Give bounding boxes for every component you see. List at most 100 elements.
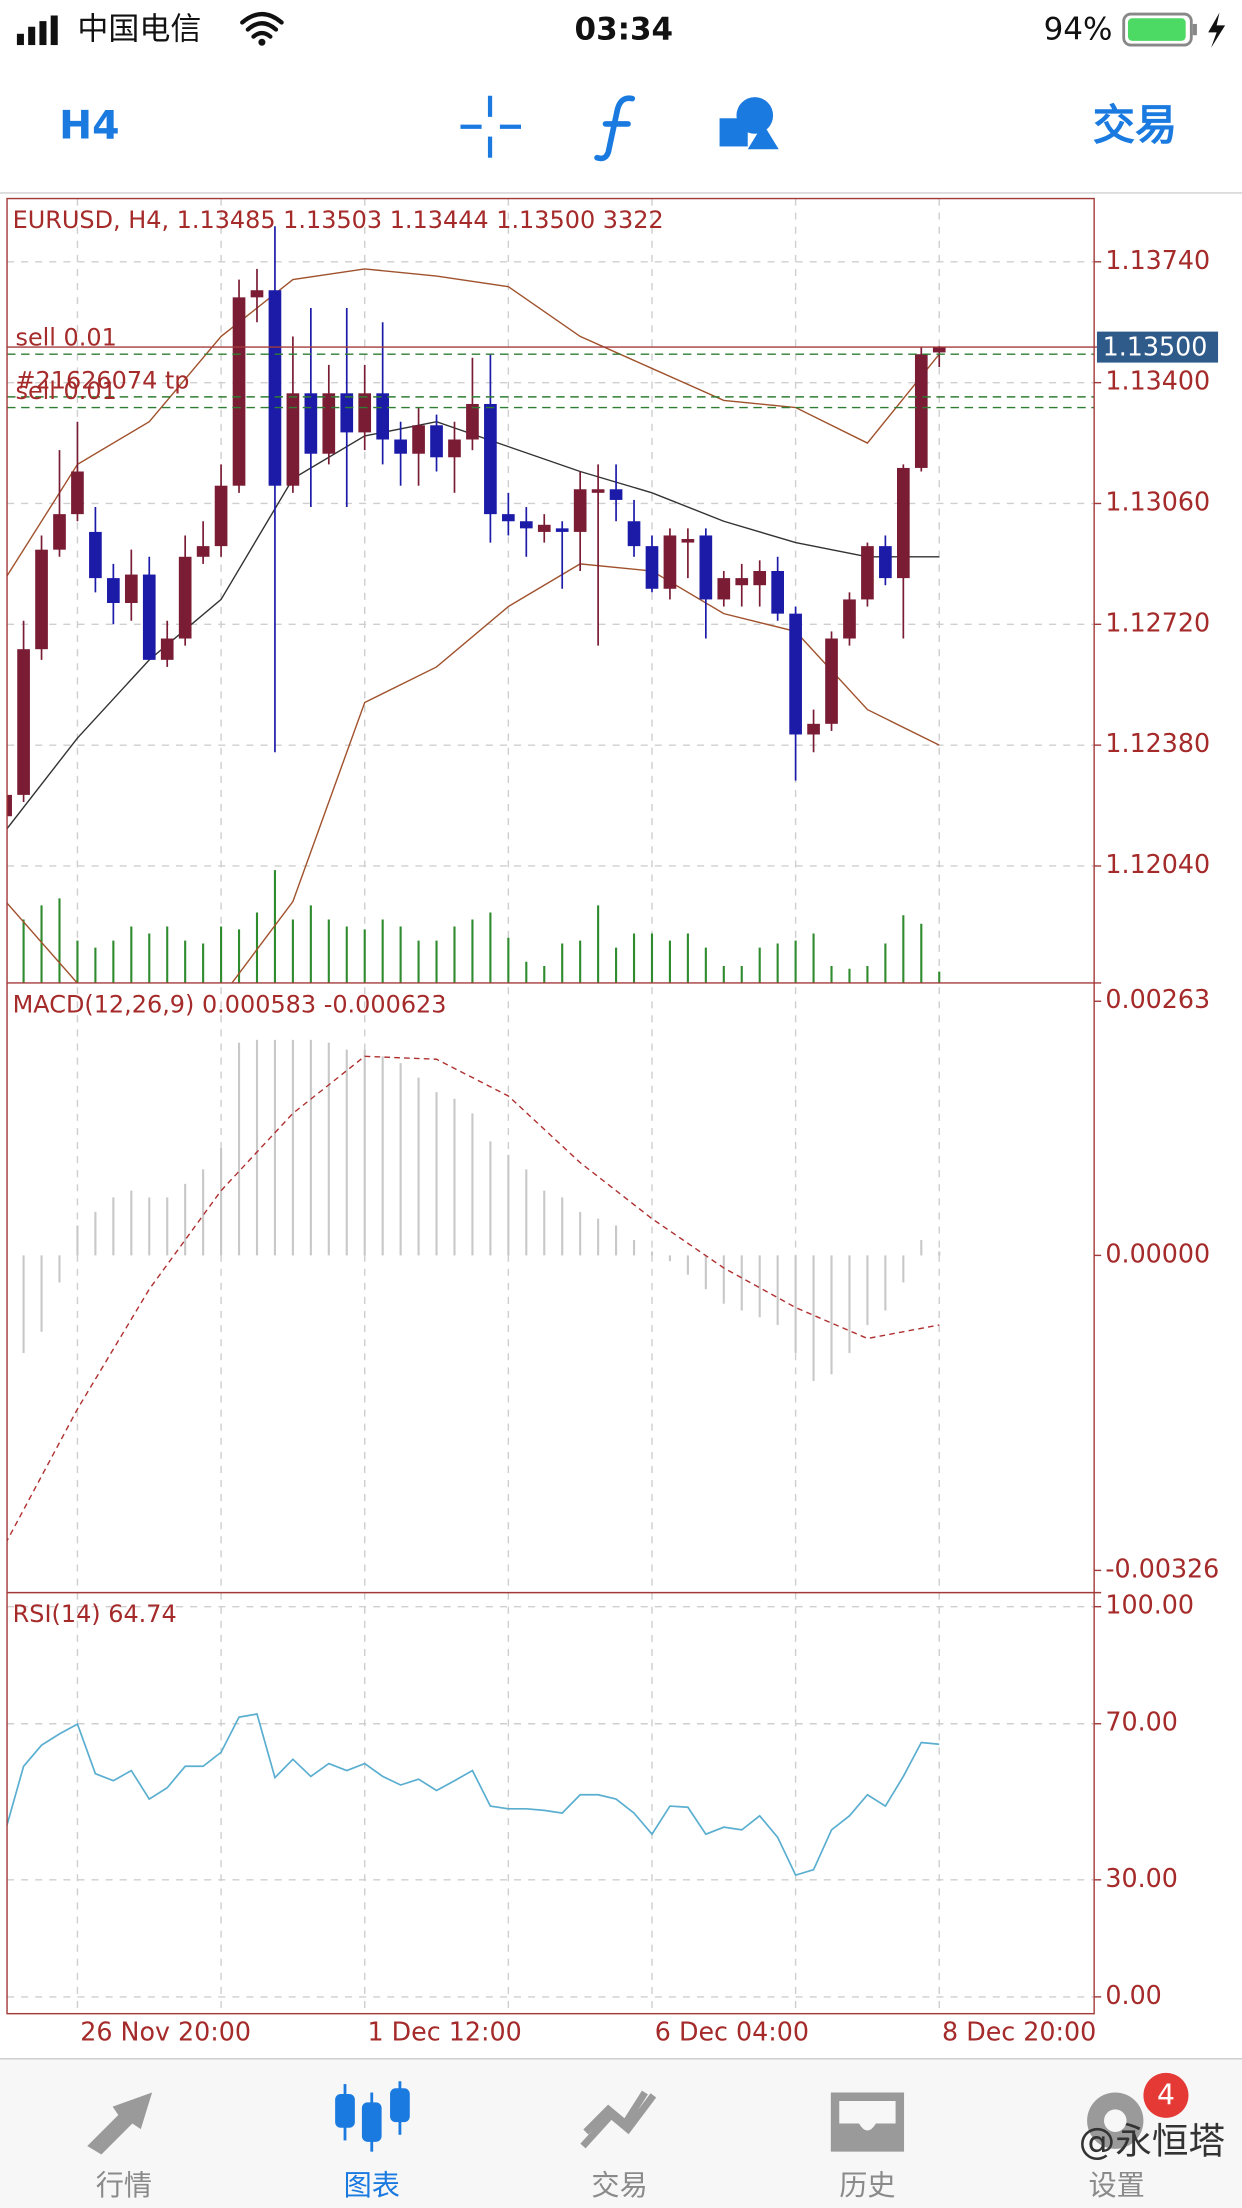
candle-body [466,403,479,440]
candle-body [609,489,623,500]
trade-icon [580,2090,657,2149]
y-tick-label: 70.00 [1105,1707,1178,1737]
candle-body [430,425,443,458]
badge [1143,2072,1189,2118]
clock: 03:34 [575,11,674,47]
x-tick-label: 1 Dec 12:00 [368,2016,522,2046]
candle-body [448,439,461,458]
battery-level [1127,18,1186,41]
candle-body [789,613,802,735]
candle-body [753,571,767,586]
rsi-line [7,1713,940,1877]
candle-body [807,723,820,735]
candle-body [771,571,784,614]
quotes-icon [87,2092,153,2155]
tab-label[interactable]: 设置 [1089,2169,1145,2202]
candle-body [627,521,641,547]
tab-bar-bg [0,2058,1242,2208]
candle-body [699,535,713,600]
order-label: #21626074 tp [15,366,189,394]
indicator-button[interactable] [594,95,636,162]
candle-body [71,471,84,515]
y-tick-label: 1.13060 [1105,486,1210,516]
bid-price-label: 1.13500 [1103,332,1208,362]
candle-body [681,539,695,543]
y-tick-label: -0.00326 [1105,1553,1219,1583]
panel-title: EURUSD, H4, 1.13485 1.13503 1.13444 1.13… [13,206,664,234]
candle-body [376,393,390,440]
panel-title: MACD(12,26,9) 0.000583 -0.000623 [13,990,447,1018]
objects-button[interactable] [719,97,779,150]
panel [7,1605,1095,1998]
candle-body [340,393,354,433]
status-bar: 中国电信 03:34 94% [16,11,1226,48]
order-label: sell 0.01 [15,377,116,405]
trade-button[interactable]: 交易 [1093,101,1177,150]
watermark: @永恒塔 [1079,2120,1225,2163]
y-tick-label: 100.00 [1105,1590,1194,1620]
candle-body [196,546,210,557]
candle-body [53,514,66,550]
tab-label[interactable]: 交易 [591,2169,647,2202]
candle-body [394,439,407,454]
candle-body [412,425,425,454]
y-tick-label: 1.13740 [1105,245,1210,275]
y-tick-label: 30.00 [1105,1863,1178,1893]
toolbar: H4 交易 [0,95,1242,194]
y-tick-label: 1.12380 [1105,728,1210,758]
signal-bar [16,33,24,46]
candle-body [879,546,892,579]
candle-body [735,578,749,586]
candle-body [214,485,228,547]
x-tick-label: 8 Dec 20:00 [942,2016,1096,2046]
candle-body [573,489,587,532]
candle-body [178,556,192,639]
chart-area: 26 Nov 20:00 1 Dec 12:00 6 Dec 04:00 8 Dec … [7,198,1219,2046]
candle-body [160,638,174,660]
x-tick-label: 6 Dec 04:00 [655,2016,809,2046]
candle-body [537,524,551,532]
y-tick-label: 0.00000 [1105,1238,1210,1268]
y-tick-label: 1.12040 [1105,849,1210,879]
badge-count: 4 [1157,2079,1175,2112]
indicator-line [7,268,940,578]
candle-body [322,393,336,454]
carrier: 中国电信 [77,11,201,47]
candle-body [897,467,910,579]
battery-percent: 94% [1044,11,1113,47]
y-tick-label: 1.12720 [1105,607,1210,637]
timeframe-button[interactable]: H4 [59,103,119,149]
signal-line [7,1055,940,1543]
x-tick-label: 26 Nov 20:00 [80,2016,251,2046]
candle-body [268,290,282,486]
candle-body [591,489,605,493]
candle-body [107,578,120,603]
tab-label[interactable]: 图表 [344,2169,400,2202]
panel [7,1039,941,1543]
battery-cap [1192,23,1197,36]
candle-body [825,638,838,724]
signal-bar [50,15,58,46]
history-icon [830,2092,905,2152]
chart-frame [6,197,1102,2015]
candle-body [35,549,48,650]
wifi-icon [258,38,266,46]
tab-label[interactable]: 行情 [96,2169,152,2202]
y-tick-label: 0.00 [1105,1980,1161,2010]
tab-label[interactable]: 历史 [839,2169,895,2202]
candle-body [124,574,138,603]
candle-body [89,531,102,579]
candle-body [484,403,497,515]
y-tick-label: 0.00263 [1105,984,1210,1014]
candle-body [286,393,300,486]
candle-body [142,574,156,660]
candle-body [519,521,533,529]
y-tick-label: 1.13400 [1105,366,1210,396]
crosshair-button[interactable] [460,95,522,158]
candle-body [843,599,856,639]
indicator-line [7,563,940,983]
candle-body [304,393,318,454]
candle-body [861,546,874,600]
